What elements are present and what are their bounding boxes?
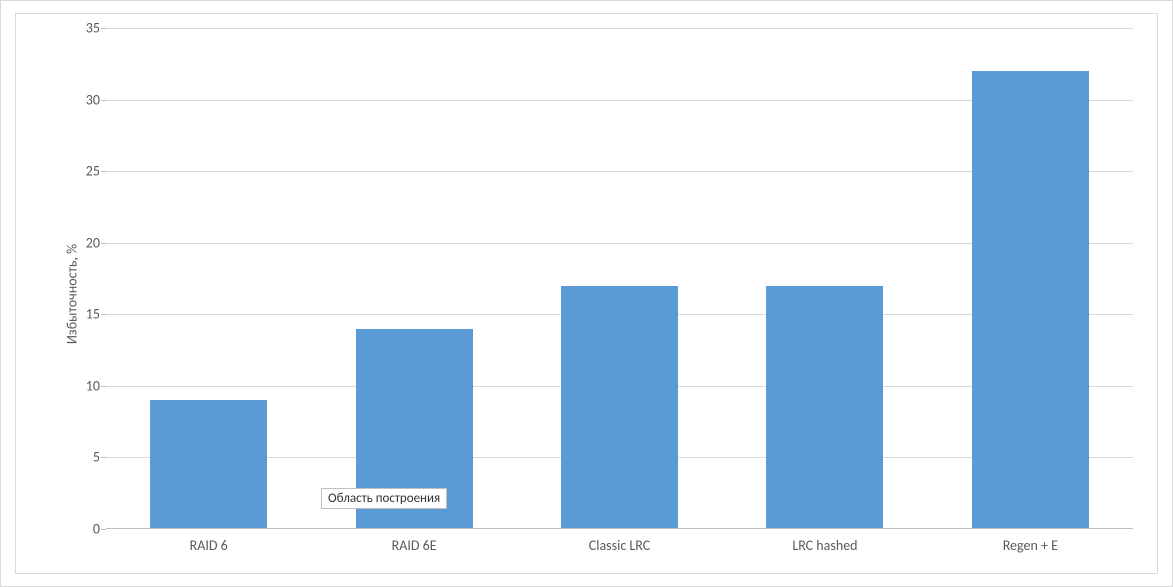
y-tick-label: 0 xyxy=(72,521,100,538)
y-tick-label: 35 xyxy=(72,20,100,37)
plot-area-tooltip: Область построения xyxy=(321,488,447,509)
bars-layer: RAID 6RAID 6EClassic LRCLRC hashedRegen … xyxy=(106,28,1133,529)
x-axis-line xyxy=(106,528,1133,529)
y-tick-label: 20 xyxy=(72,234,100,251)
bar[interactable] xyxy=(561,286,678,529)
x-tick-label: RAID 6 xyxy=(190,537,228,554)
bar-slot: Classic LRC xyxy=(517,28,722,529)
bar-slot: Regen + E xyxy=(928,28,1133,529)
bar[interactable] xyxy=(150,400,267,529)
x-tick-label: Classic LRC xyxy=(589,537,650,554)
outer-frame: Избыточность, % 05101520253035 RAID 6RAI… xyxy=(0,0,1173,587)
y-tick-label: 30 xyxy=(72,91,100,108)
bar[interactable] xyxy=(766,286,883,529)
y-tick-mark xyxy=(101,529,106,530)
bar[interactable] xyxy=(972,71,1089,529)
bar-slot: RAID 6E xyxy=(311,28,516,529)
y-tick-label: 10 xyxy=(72,377,100,394)
y-tick-label: 25 xyxy=(72,163,100,180)
x-tick-label: Regen + E xyxy=(1003,537,1058,554)
y-axis-title: Избыточность, % xyxy=(64,243,81,343)
y-tick-label: 15 xyxy=(72,306,100,323)
bar-slot: RAID 6 xyxy=(106,28,311,529)
bar-slot: LRC hashed xyxy=(722,28,927,529)
chart-area: Избыточность, % 05101520253035 RAID 6RAI… xyxy=(15,13,1158,574)
y-tick-label: 5 xyxy=(72,449,100,466)
plot-area[interactable]: 05101520253035 RAID 6RAID 6EClassic LRCL… xyxy=(106,28,1133,529)
x-tick-label: RAID 6E xyxy=(392,537,437,554)
x-tick-label: LRC hashed xyxy=(792,537,857,554)
